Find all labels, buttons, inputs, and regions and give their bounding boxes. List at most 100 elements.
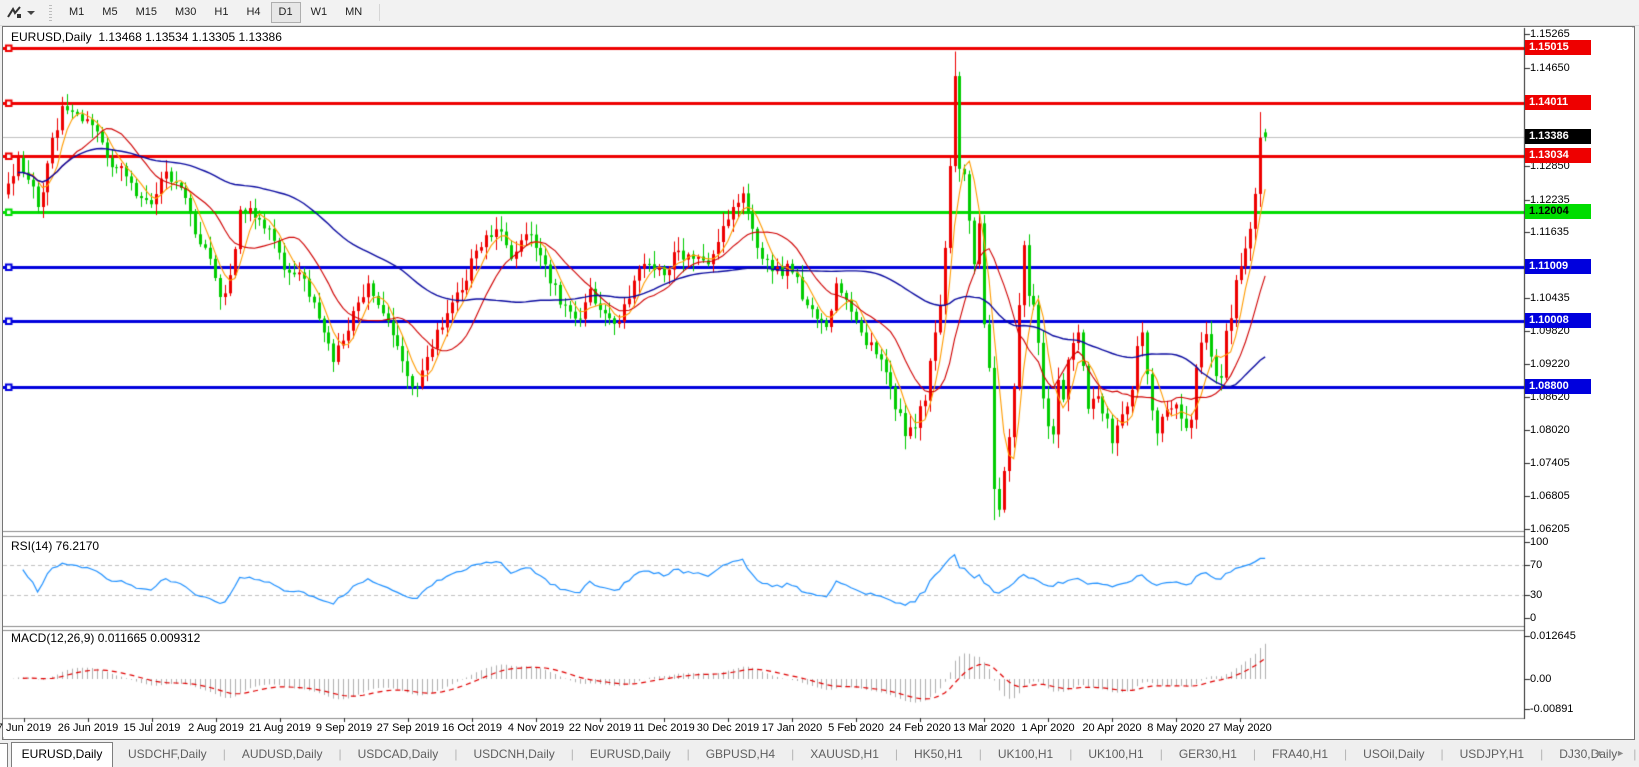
date-tick-label: 24 Feb 2020 [889,722,951,734]
date-tick-label: 27 May 2020 [1208,722,1272,734]
date-tick-label: 8 May 2020 [1147,722,1205,734]
tab-symbol[interactable]: GBPUSD,H4 [705,747,776,761]
macd-tick-label: -0.00891 [1530,703,1574,716]
tab-symbol[interactable]: USOil,Daily [1363,747,1425,761]
hline-price-tag: 1.12004 [1525,204,1591,220]
date-tick-label: 9 Sep 2019 [315,722,373,734]
tab-separator: | [1159,747,1163,761]
rsi-tick-label: 100 [1530,536,1549,548]
chart-title: EURUSD,Daily 1.13468 1.13534 1.13305 1.1… [11,30,282,44]
tab-symbol[interactable]: DJ30,Daily [1559,747,1618,761]
chevron-down-icon [27,10,35,15]
tab-separator: | [1069,747,1073,761]
timeframe-button-d1[interactable]: D1 [270,2,301,23]
tab-scroll-left-icon[interactable]: ◄ [1593,748,1603,758]
date-tick-label: 4 Nov 2019 [507,722,565,734]
tab-symbol[interactable]: GER30,H1 [1178,747,1237,761]
date-tick-label: 22 Nov 2019 [568,722,632,734]
tab-row: USDCHF,Daily | AUDUSD,Daily | USDCAD,Daily | U… [112,742,1636,766]
tab-symbol[interactable]: USDCNH,Daily [473,747,555,761]
toolbar-grip-handle[interactable] [49,4,52,21]
price-chart-canvas[interactable] [3,27,1632,737]
tab-separator: | [1633,747,1637,761]
tab-separator: | [894,747,899,761]
timeframe-button-m15[interactable]: M15 [135,6,157,18]
macd-tick-label: 0.00 [1530,673,1552,685]
tab-separator: | [686,747,690,761]
tab-scroll-right-icon[interactable]: ► [1616,748,1625,758]
price-tick-label: 1.12850 [1530,160,1570,173]
hline-price-tag: 1.15015 [1525,40,1591,55]
tab-separator: | [1344,747,1348,761]
tab-separator: | [1252,747,1256,761]
hline-price-tag: 1.10008 [1525,313,1591,329]
tab-symbol[interactable]: HK50,H1 [914,747,963,761]
price-tick-label: 1.12235 [1530,193,1570,206]
rsi-indicator-label: RSI(14) 76.2170 [11,539,100,553]
price-tick-label: 1.15265 [1530,28,1570,41]
timeframe-button-m5[interactable]: M5 [102,6,118,18]
tab-symbol[interactable]: FRA40,H1 [1272,747,1329,761]
tab-separator: | [1440,747,1444,761]
tab-separator: | [338,747,342,761]
hline-price-tag: 1.11009 [1525,258,1591,274]
price-tick-label: 1.06205 [1530,522,1570,535]
date-tick-label: 26 Jun 2019 [57,722,119,734]
price-tick-label: 1.09220 [1530,358,1570,371]
price-tick-label: 1.07405 [1530,457,1570,470]
date-tick-label: 1 Apr 2020 [1021,722,1075,734]
tab-symbol[interactable]: AUDUSD,Daily [241,747,323,761]
date-tick-label: 27 Sep 2019 [376,722,440,734]
tab-symbol[interactable]: XAUUSD,H1 [810,747,879,761]
hline-price-tag: 1.08800 [1525,379,1591,394]
chart-tools-button[interactable] [3,2,39,23]
date-tick-label: 30 Dec 2019 [696,722,760,734]
price-tick-label: 1.06805 [1530,489,1570,502]
price-tick-label: 1.09820 [1530,325,1570,338]
date-tick-label: 2 Aug 2019 [188,722,244,734]
tab-symbol[interactable]: UK100,H1 [1088,747,1144,761]
timeframe-button-mn[interactable]: MN [345,6,363,18]
macd-indicator-label: MACD(12,26,9) 0.011665 0.009312 [11,631,201,645]
timeframe-button-h4[interactable]: H4 [246,6,261,18]
rsi-tick-label: 30 [1530,589,1543,602]
hline-price-tag: 1.13034 [1525,148,1591,164]
tab-separator: | [454,747,458,761]
timeframe-button-group: M1 M5 M15 M30 H1 H4 D1 W1 MN [60,2,371,23]
timeframe-button-w1[interactable]: W1 [310,6,328,18]
date-tick-label: 13 Mar 2020 [953,722,1015,734]
tab-separator: | [978,747,982,761]
chart-symbol: EURUSD,Daily [11,30,92,44]
date-tick-label: 5 Feb 2020 [828,722,884,734]
date-tick-label: 21 Aug 2019 [249,722,311,734]
price-tick-label: 1.10435 [1530,291,1570,304]
tab-symbol[interactable]: USDCHF,Daily [128,747,207,761]
timeframe-button-h1[interactable]: H1 [214,6,229,18]
tab-separator: | [791,747,795,761]
symbol-tab-bar: EURUSD,Daily USDCHF,Daily | AUDUSD,Daily | U… [0,741,1639,767]
toolbar-separator [379,4,381,21]
tab-symbol[interactable]: USDJPY,H1 [1459,747,1525,761]
tab-symbol[interactable]: UK100,H1 [997,747,1054,761]
tab-separator: | [1540,747,1544,761]
tab-active-symbol[interactable]: EURUSD,Daily [11,742,113,767]
current-price-tag: 1.13386 [1525,128,1591,144]
timeframe-button-m1[interactable]: M1 [69,6,85,18]
date-tick-label: 11 Dec 2019 [633,722,695,734]
date-tick-label: 16 Oct 2019 [442,722,502,734]
tab-symbol[interactable]: EURUSD,Daily [589,747,671,761]
tab-scroll-arrows: ◄ ► [1593,746,1625,760]
timeframe-button-m30[interactable]: M30 [174,6,197,18]
top-toolbar: M1 M5 M15 M30 H1 H4 D1 W1 MN [0,0,1639,26]
rsi-tick-label: 70 [1530,558,1543,571]
date-tick-label: 15 Jul 2019 [123,722,181,734]
hline-price-tag: 1.14011 [1525,94,1591,110]
tab-symbol[interactable]: USDCAD,Daily [357,747,439,761]
tab-separator: | [222,747,226,761]
price-tick-label: 1.11635 [1530,226,1569,239]
date-tick-label: 7 Jun 2019 [0,722,52,734]
date-tick-label: 20 Apr 2020 [1082,722,1142,734]
rsi-tick-label: 0 [1530,612,1537,624]
chart-window: EURUSD,Daily 1.13468 1.13534 1.13305 1.1… [0,26,1635,740]
